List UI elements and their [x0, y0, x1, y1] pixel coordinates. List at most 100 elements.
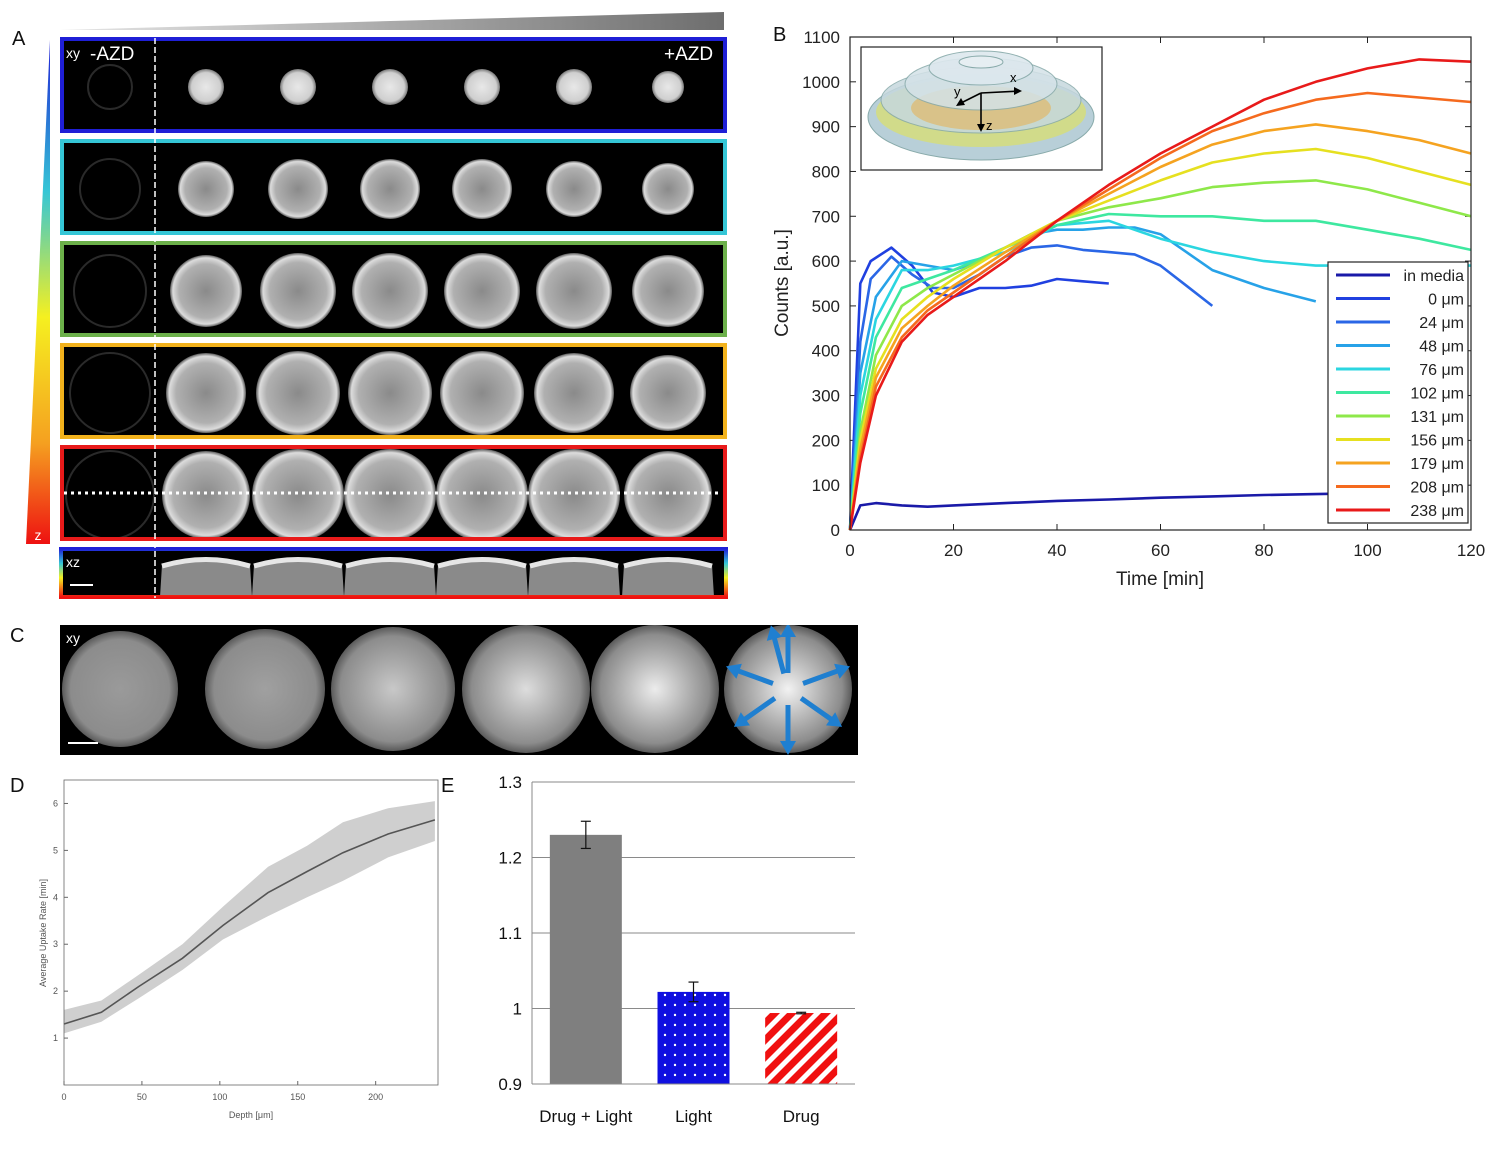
spheroid-image	[166, 353, 246, 433]
chart-d-xlabel: Depth [μm]	[229, 1110, 273, 1120]
chart-d-ytick: 2	[53, 986, 58, 996]
chart-b-ytick: 1000	[802, 73, 840, 92]
spheroid-image	[188, 69, 224, 105]
minus-azd-label: -AZD	[90, 44, 134, 65]
series-line	[848, 58, 1472, 531]
chart-e-category: Light	[675, 1107, 712, 1126]
spheroid-image	[632, 255, 704, 327]
xz-label: xz	[66, 554, 80, 570]
legend-entry: 131 μm	[1410, 409, 1464, 426]
spheroid-image	[630, 355, 706, 431]
chart-d-ytick: 5	[53, 845, 58, 855]
spheroid-image	[331, 627, 455, 751]
chart-d-ytick: 6	[53, 798, 58, 808]
spheroid-image	[170, 255, 242, 327]
bar	[549, 834, 622, 1084]
spheroid-image	[556, 69, 592, 105]
chart-b-ytick: 200	[812, 431, 840, 450]
chart-e-ytick: 1	[513, 1000, 522, 1019]
panel-c-figure: xy	[60, 625, 858, 755]
chart-d: 0 50 100 150 200 1 2 3 4 5 6 Depth [μm] Average Up…	[38, 779, 439, 1120]
spheroid-image	[624, 451, 712, 539]
chart-e-category: Drug	[783, 1107, 820, 1126]
depth-row-frame	[60, 241, 727, 337]
legend-entry: 238 μm	[1410, 503, 1464, 520]
xz-section-image	[436, 558, 528, 597]
spheroid-image	[348, 351, 432, 435]
spheroid-image	[344, 449, 436, 541]
xz-section-image	[160, 558, 252, 597]
series-line	[848, 123, 1472, 531]
confidence-band	[64, 801, 435, 1034]
chart-e-ytick: 0.9	[498, 1075, 522, 1094]
chart-b-xtick: 100	[1353, 541, 1381, 560]
chart-b-ytick: 600	[812, 252, 840, 271]
spheroid-image	[260, 253, 336, 329]
series-line	[848, 226, 1317, 531]
spheroid-image	[178, 161, 234, 217]
svg-text:y: y	[954, 84, 961, 99]
xy-label-a: xy	[66, 45, 80, 61]
chart-e-ytick: 1.3	[498, 773, 522, 792]
legend-entry: 76 μm	[1419, 362, 1464, 379]
svg-text:x: x	[1010, 70, 1017, 85]
arrow-icon	[802, 666, 844, 686]
chart-d-xtick: 0	[61, 1092, 66, 1102]
bar	[657, 991, 730, 1084]
spheroid-image	[256, 351, 340, 435]
chart-d-ytick: 3	[53, 939, 58, 949]
spheroid-image	[162, 451, 250, 539]
mean-line	[63, 819, 436, 1025]
series-line	[848, 147, 1472, 531]
spheroid-image	[652, 71, 684, 103]
series-line	[848, 491, 1368, 531]
spheroid-image	[591, 625, 719, 753]
chart-b: 0 20 40 60 80 100 120 0 100 200 300 400 500 600 700 800…	[772, 28, 1485, 590]
chart-d-ytick: 1	[53, 1033, 58, 1043]
series-line	[848, 246, 1109, 531]
chart-d-xtick: 200	[368, 1092, 383, 1102]
spheroid-image	[546, 161, 602, 217]
spheroid-image	[528, 449, 620, 541]
panel-label-c: C	[10, 625, 25, 647]
spheroid-image	[724, 625, 852, 753]
legend-entry: 48 μm	[1419, 339, 1464, 356]
panel-label-d: D	[10, 775, 25, 797]
legend-entry: 208 μm	[1410, 480, 1464, 497]
spheroid-image	[444, 253, 520, 329]
spheroid-image	[205, 629, 325, 749]
legend-entry: 0 μm	[1428, 292, 1464, 309]
spheroid-image	[352, 253, 428, 329]
chart-b-ytick: 500	[812, 297, 840, 316]
chart-e-ytick: 1.2	[498, 849, 522, 868]
plus-azd-label: +AZD	[664, 44, 713, 65]
legend-entry: 24 μm	[1419, 315, 1464, 332]
chart-b-xtick: 20	[944, 541, 963, 560]
spheroid-image	[452, 159, 512, 219]
chart-d-ytick: 4	[53, 892, 58, 902]
spheroid-image	[436, 449, 528, 541]
chart-b-ytick: 800	[812, 162, 840, 181]
chart-e-category: Drug + Light	[539, 1107, 632, 1126]
spheroid-image	[464, 69, 500, 105]
chart-e: 0.9 1 1.1 1.2 1.3 Drug + Light Light Drug	[498, 773, 855, 1126]
arrow-icon	[732, 666, 774, 686]
chart-b-ytick: 400	[812, 342, 840, 361]
chart-b-ytick: 1100	[803, 28, 840, 47]
legend-entry: in media	[1404, 268, 1465, 285]
spheroid-image	[372, 69, 408, 105]
spheroid-image	[462, 625, 590, 753]
chart-b-ytick: 0	[831, 521, 840, 540]
inset-spheroid-schematic: x y z	[860, 46, 1103, 171]
series-line	[848, 212, 1472, 531]
chart-b-xtick: 40	[1048, 541, 1067, 560]
series-line	[848, 179, 1472, 531]
arrow-icon	[739, 696, 777, 725]
arrow-icon	[770, 632, 787, 675]
chart-d-xtick: 100	[212, 1092, 227, 1102]
spheroid-image	[280, 69, 316, 105]
depth-row-frame	[60, 343, 727, 439]
chart-b-xtick: 0	[845, 541, 854, 560]
spheroid-image	[62, 631, 178, 747]
chart-e-ytick: 1.1	[498, 924, 522, 943]
